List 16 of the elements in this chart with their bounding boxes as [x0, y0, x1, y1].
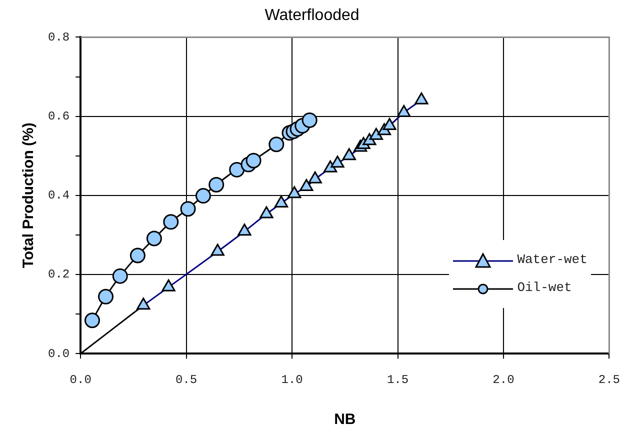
x-tick-label: 1.0 [281, 372, 303, 387]
legend-label: Oil-wet [517, 280, 572, 296]
y-tick-label: 0.6 [48, 109, 70, 124]
x-tick-label: 2.0 [492, 372, 514, 387]
x-tick-label: 1.5 [386, 372, 409, 387]
y-tick-label: 0.2 [48, 268, 70, 282]
y-tick-label: 0.0 [48, 346, 70, 361]
x-tick-label: 0.5 [176, 372, 198, 387]
chart-title: Waterflooded [264, 7, 360, 24]
x-tick-label: 0.0 [70, 372, 92, 387]
y-tick-label: 0.8 [48, 30, 70, 44]
y-tick-label: 0.4 [48, 188, 70, 203]
y-axis-title: Total Production (%) [20, 122, 38, 268]
x-tick-label: 2.5 [598, 372, 620, 387]
legend-label: Water-wet [517, 252, 588, 268]
x-axis-title: NB [334, 411, 356, 428]
